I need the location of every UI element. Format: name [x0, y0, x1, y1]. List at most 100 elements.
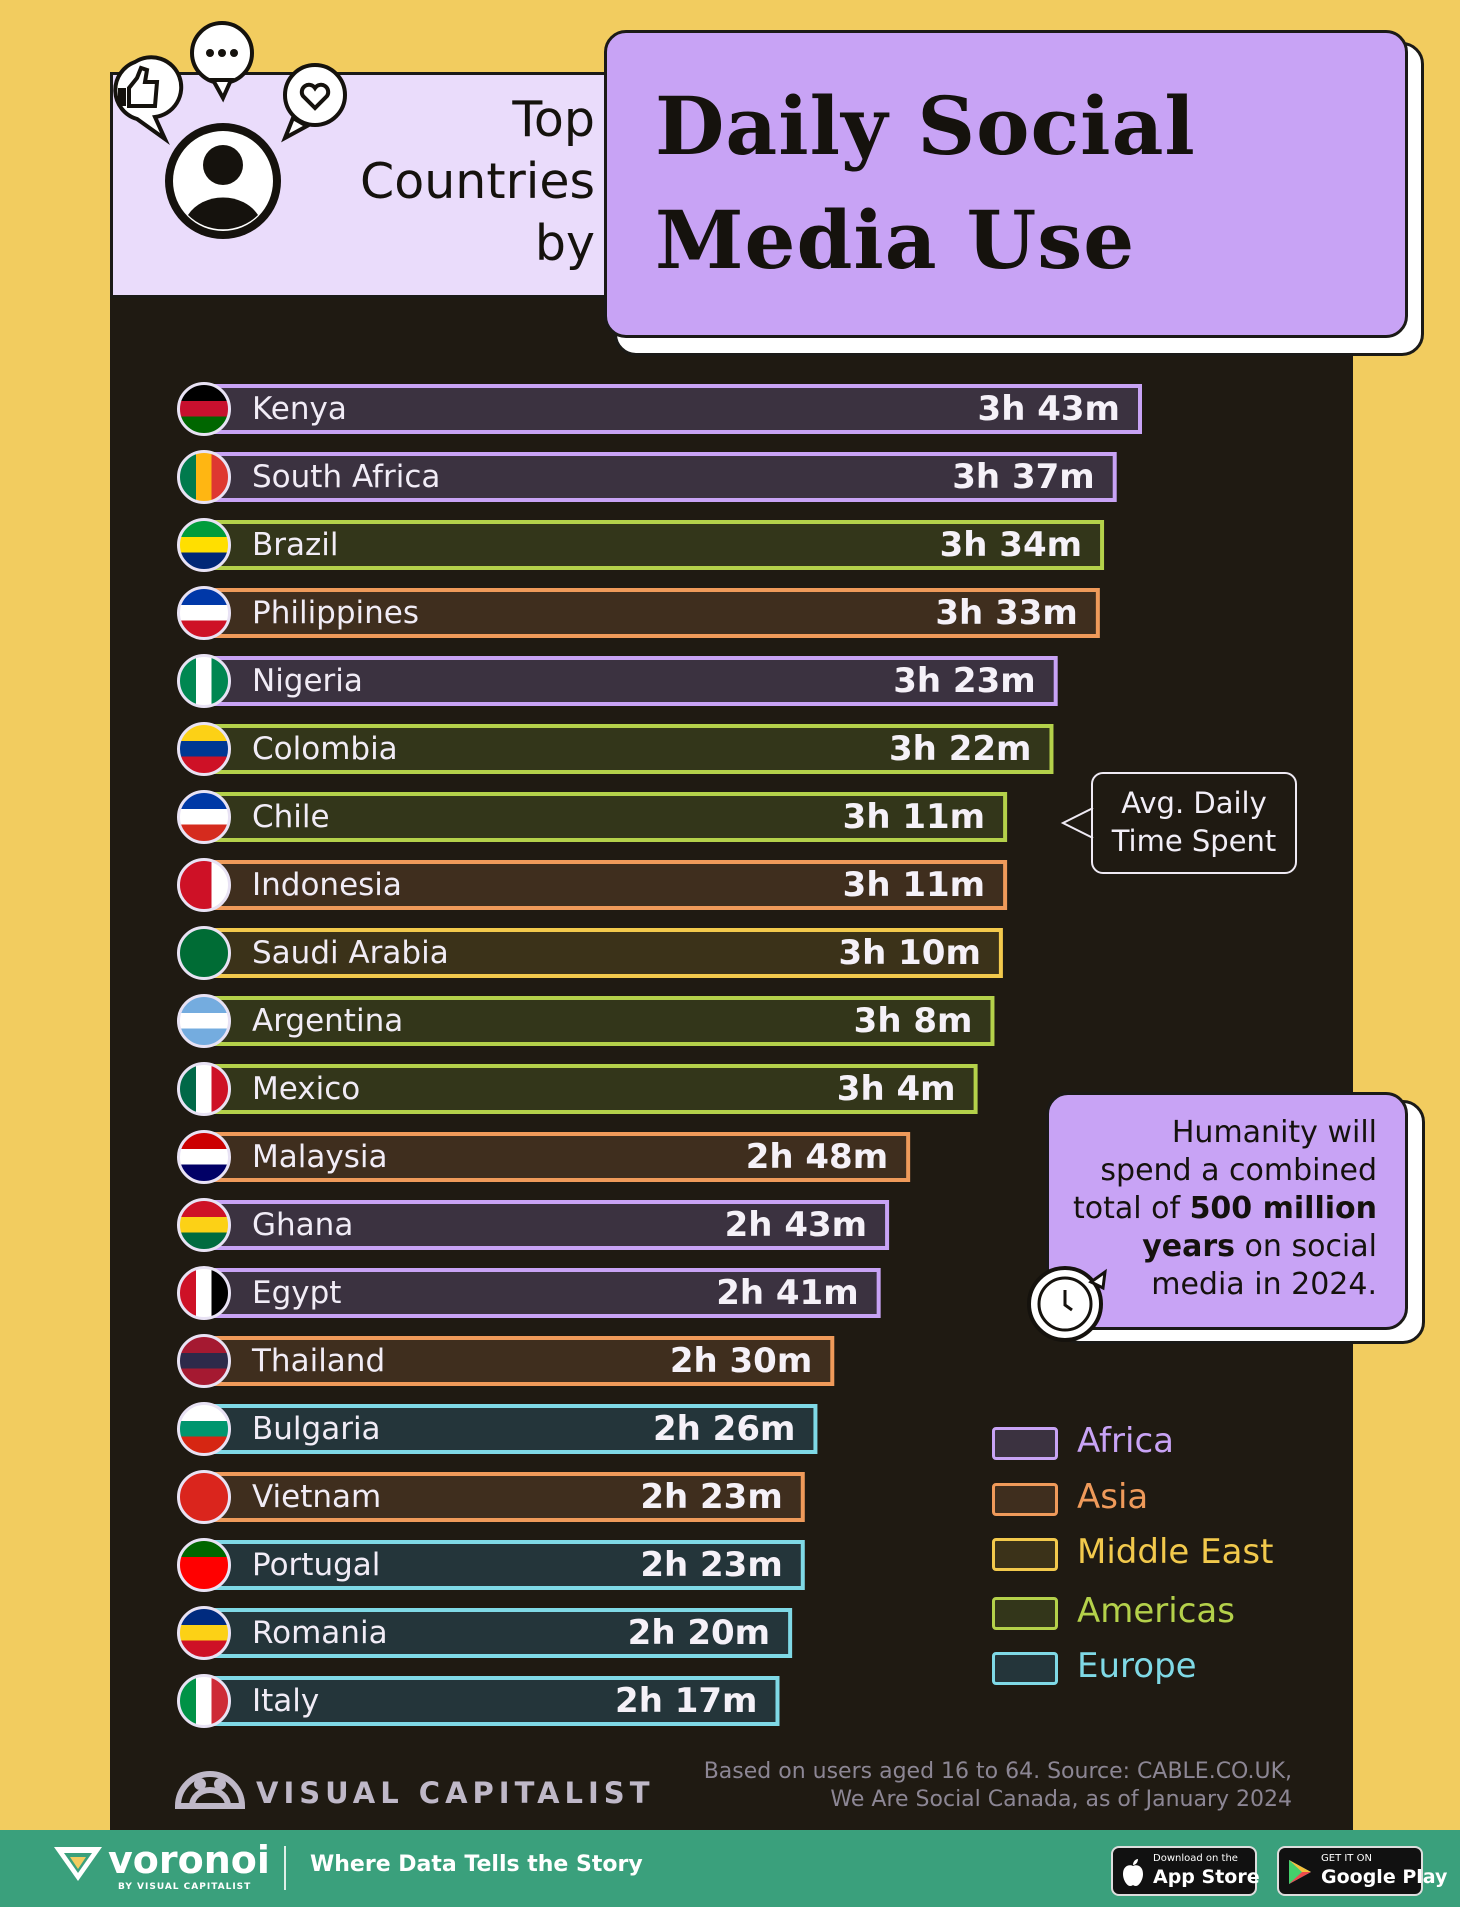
flag-colombia-icon: [177, 722, 231, 776]
legend-label: Americas: [1077, 1591, 1235, 1631]
app-store-small-text: Download on the: [1153, 1853, 1238, 1864]
google-play-big-text: Google Play: [1321, 1866, 1448, 1888]
value-label: 3h 33m: [935, 593, 1078, 633]
bar-romania: [198, 1608, 793, 1658]
bar-bulgaria: [198, 1404, 818, 1454]
flag-south-africa-icon: [177, 450, 231, 504]
title-card: Daily Social Media Use: [604, 30, 1408, 338]
value-label: 3h 37m: [952, 457, 1095, 497]
note-line-3-bold: 500 million: [1189, 1191, 1377, 1226]
heart-bubble-icon: [281, 63, 347, 143]
flag-argentina-icon: [177, 994, 231, 1048]
note-line-4-bold: years: [1142, 1229, 1236, 1264]
title-line-1: Daily Social: [655, 79, 1196, 173]
value-label: 2h 30m: [669, 1341, 813, 1381]
flag-malaysia-icon: [177, 1130, 231, 1184]
google-play-icon: [1289, 1860, 1311, 1884]
visual-capitalist-logo-text: VISUAL CAPITALIST: [256, 1776, 655, 1810]
legend-swatch-europe: [992, 1652, 1058, 1685]
flag-saudi-arabia-icon: [177, 926, 231, 980]
value-label: 3h 34m: [939, 525, 1083, 565]
value-label: 2h 23m: [640, 1477, 783, 1517]
flag-kenya-icon: [177, 382, 231, 436]
callout-line-1: Avg. Daily: [1121, 786, 1267, 820]
footer-tagline: Where Data Tells the Story: [310, 1852, 643, 1877]
bar-malaysia: [198, 1132, 911, 1182]
country-label: Colombia: [252, 731, 398, 767]
bar-egypt: [198, 1268, 881, 1318]
flag-brazil-icon: [177, 518, 231, 572]
flag-ghana-icon: [177, 1198, 231, 1252]
voronoi-logo-icon: [54, 1847, 102, 1881]
value-label: 2h 26m: [652, 1409, 796, 1449]
bar-thailand: [198, 1336, 835, 1386]
legend-swatch-africa: [992, 1427, 1058, 1460]
value-label: 3h 11m: [842, 865, 986, 905]
apple-icon: [1123, 1859, 1143, 1886]
bar-colombia: [198, 724, 1054, 774]
app-store-big-text: App Store: [1153, 1866, 1260, 1888]
app-store-button[interactable]: Download on the App Store: [1111, 1846, 1260, 1896]
country-label: Indonesia: [252, 867, 402, 903]
flag-mexico-icon: [177, 1062, 231, 1116]
note-line-5: media in 2024.: [1151, 1267, 1377, 1302]
note-line-4: years on social: [1142, 1229, 1377, 1264]
note-line-4-post: on social: [1235, 1229, 1377, 1264]
flag-thailand-icon: [177, 1334, 231, 1388]
legend-swatch-americas: [992, 1597, 1058, 1630]
google-play-button[interactable]: GET IT ON Google Play: [1277, 1846, 1447, 1896]
user-avatar-icon: [165, 123, 281, 239]
country-label: Kenya: [252, 391, 347, 427]
country-label: Thailand: [252, 1343, 386, 1379]
voronoi-brand[interactable]: voronoi: [108, 1838, 270, 1882]
voronoi-brand-sub: BY VISUAL CAPITALIST: [118, 1882, 252, 1892]
flag-vietnam-icon: [177, 1470, 231, 1524]
country-label: Italy: [252, 1683, 320, 1719]
country-label: Brazil: [252, 527, 339, 563]
value-label: 2h 43m: [724, 1205, 868, 1245]
note-line-3-pre: total of: [1072, 1191, 1190, 1226]
chat-bubble-icon: [190, 21, 254, 103]
title-line-2: Media Use: [655, 193, 1136, 287]
bar-mexico: [198, 1064, 978, 1114]
note-line-2: spend a combined: [1100, 1153, 1377, 1188]
bar-south-africa: [198, 452, 1117, 502]
value-label: 2h 41m: [716, 1273, 859, 1313]
country-label: Nigeria: [252, 663, 363, 699]
flag-portugal-icon: [177, 1538, 231, 1592]
value-label: 3h 22m: [889, 729, 1032, 769]
value-label: 2h 20m: [627, 1613, 771, 1653]
value-label: 2h 48m: [745, 1137, 889, 1177]
avg-daily-time-callout: Avg. Daily Time Spent: [1091, 772, 1297, 874]
country-label: South Africa: [252, 459, 441, 495]
subtitle-line-1: Top: [512, 91, 595, 148]
source-line-2: We Are Social Canada, as of January 2024: [830, 1787, 1292, 1812]
value-label: 3h 8m: [853, 1001, 973, 1041]
country-label: Portugal: [252, 1547, 381, 1583]
flag-nigeria-icon: [177, 654, 231, 708]
value-label: 3h 23m: [893, 661, 1036, 701]
country-label: Ghana: [252, 1207, 354, 1243]
value-label: 3h 43m: [977, 389, 1120, 429]
flag-philippines-icon: [177, 586, 231, 640]
country-label: Romania: [252, 1615, 388, 1651]
flag-chile-icon: [177, 790, 231, 844]
footer-divider: [284, 1846, 286, 1890]
flag-indonesia-icon: [177, 858, 231, 912]
legend-label: Europe: [1077, 1646, 1197, 1686]
country-label: Egypt: [252, 1275, 342, 1311]
flag-italy-icon: [177, 1674, 231, 1728]
google-play-small-text: GET IT ON: [1321, 1853, 1372, 1864]
callout-line-2: Time Spent: [1111, 824, 1277, 858]
flag-romania-icon: [177, 1606, 231, 1660]
legend-label: Asia: [1077, 1477, 1149, 1517]
source-line-1: Based on users aged 16 to 64. Source: CA…: [703, 1759, 1292, 1784]
header-left-card: Top Countries by: [110, 72, 620, 298]
value-label: 2h 23m: [640, 1545, 783, 1585]
legend-swatch-asia: [992, 1483, 1058, 1516]
visual-capitalist-logo-icon: [174, 1771, 246, 1809]
note-card: Humanity will spend a combined total of …: [1046, 1092, 1408, 1330]
thumbs-up-icon: [113, 55, 184, 145]
country-label: Philippines: [252, 595, 420, 631]
